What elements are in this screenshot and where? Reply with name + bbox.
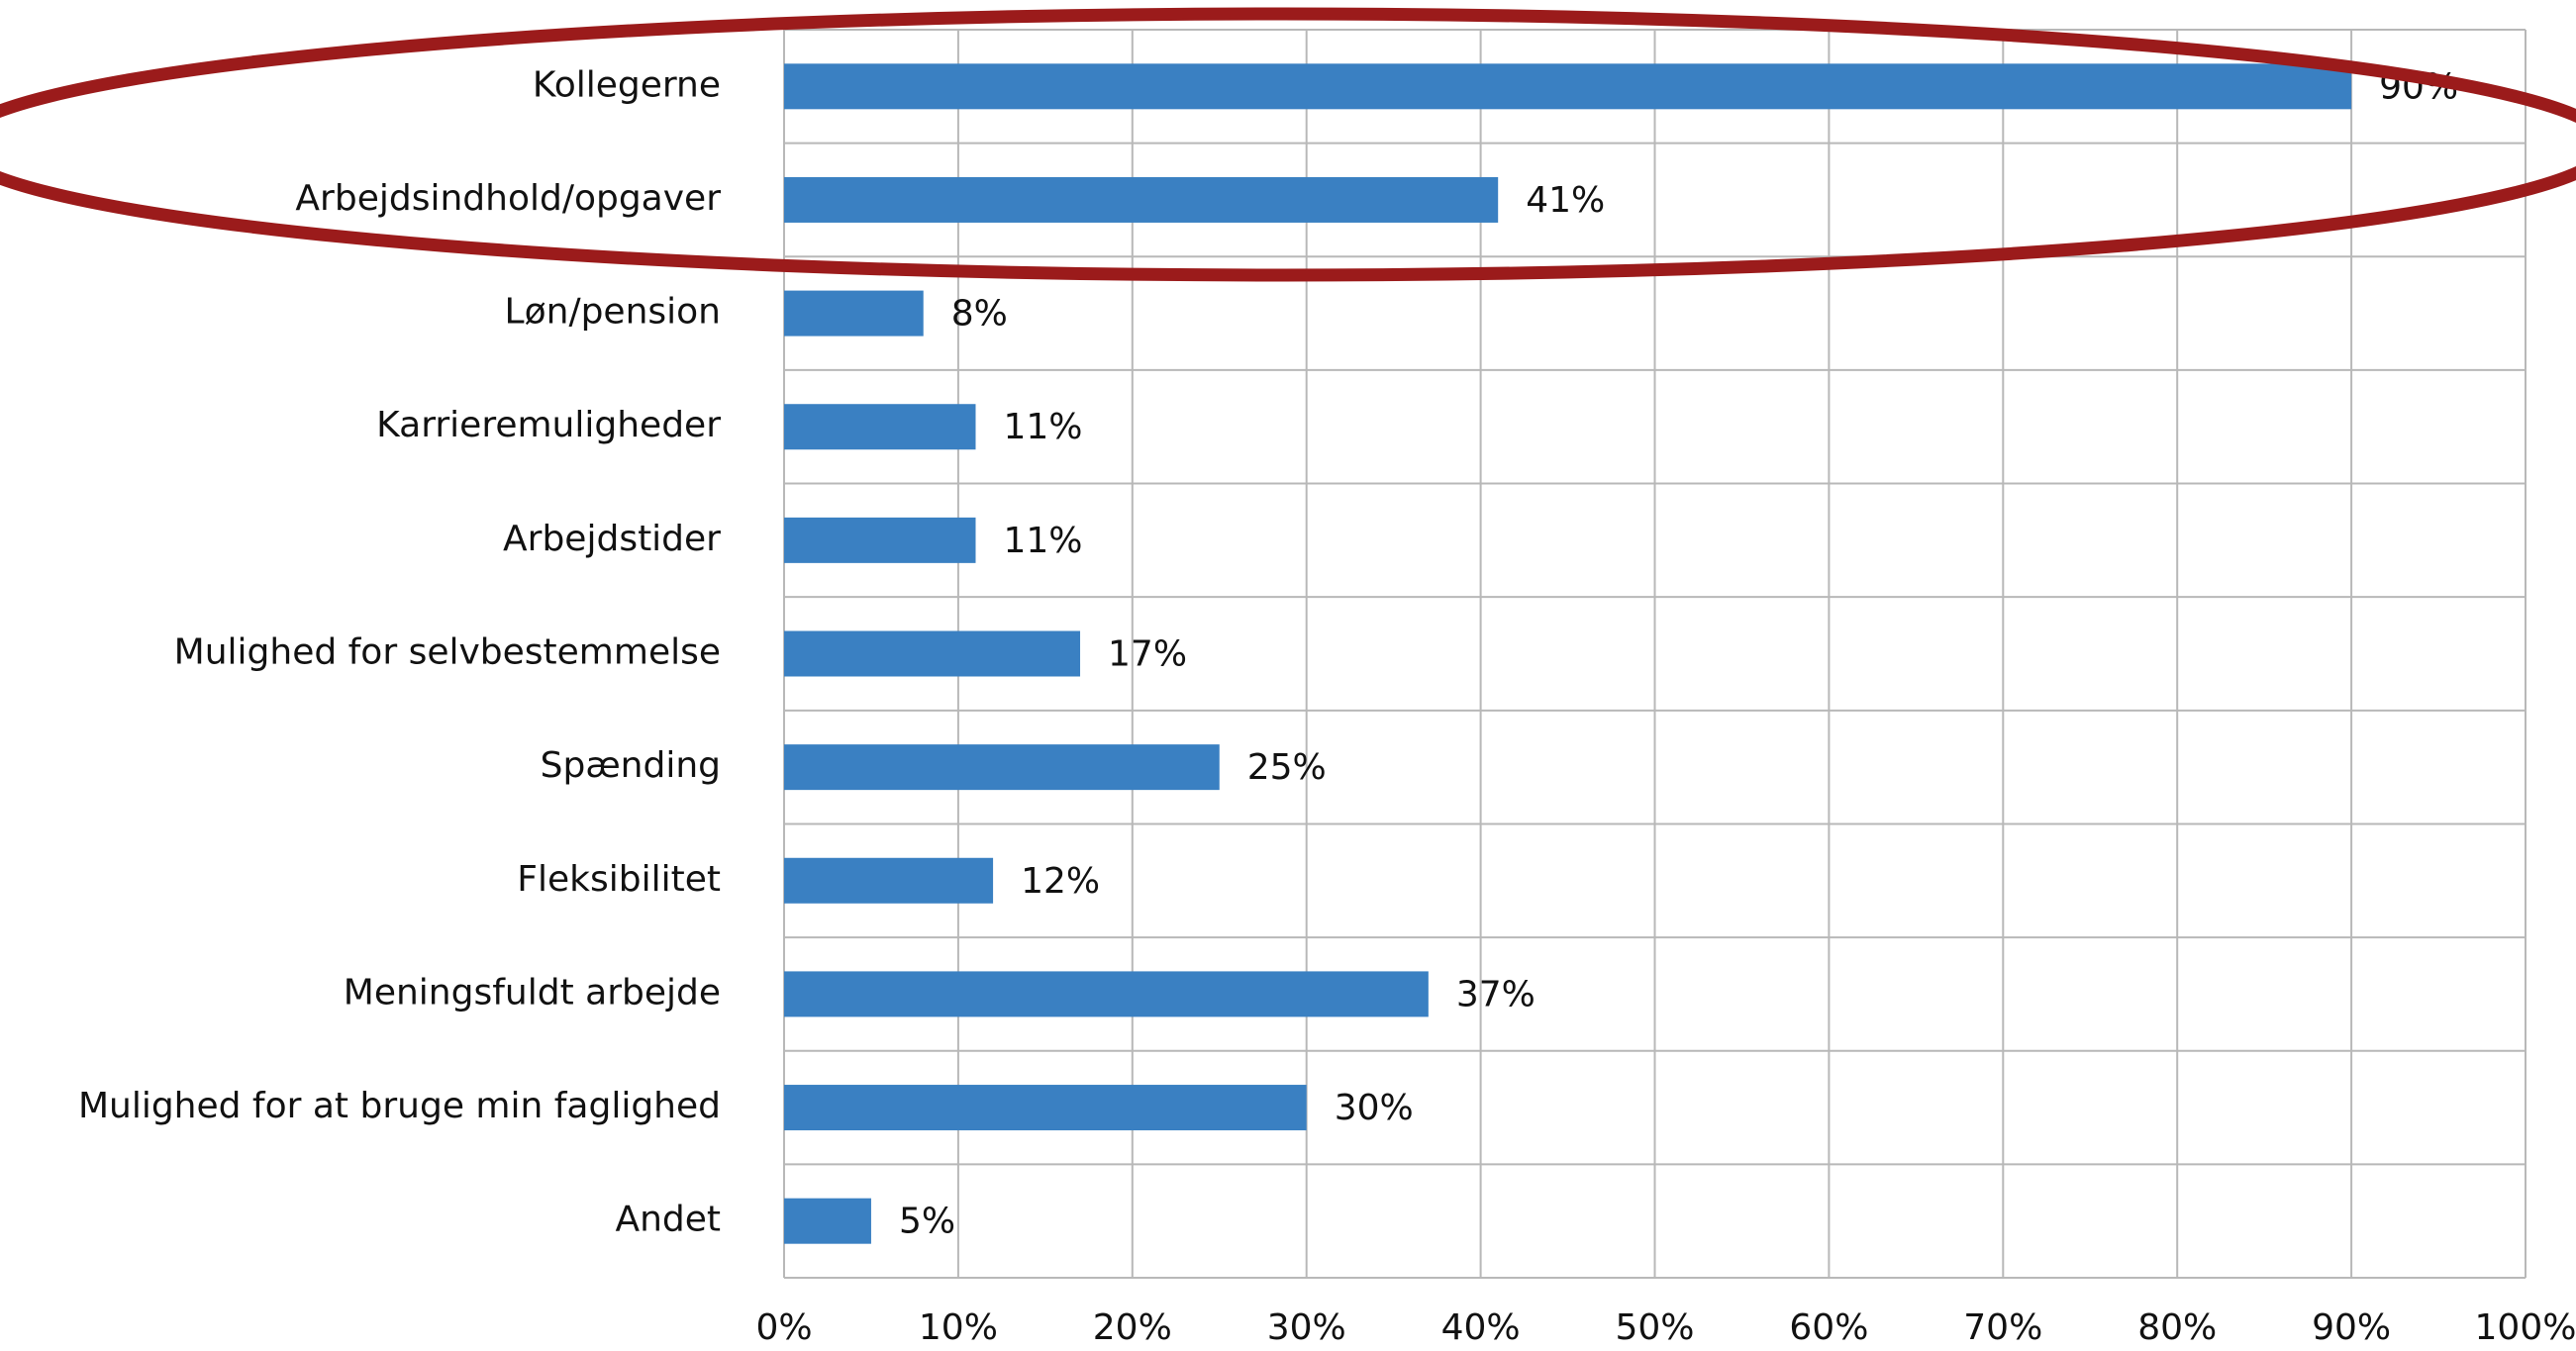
- x-tick-label: 80%: [2137, 1307, 2217, 1348]
- data-label: 11%: [1003, 521, 1082, 561]
- category-label: Arbejdsindhold/opgaver: [295, 178, 721, 219]
- bar: [784, 63, 2352, 110]
- category-label: Andet: [615, 1200, 721, 1240]
- x-tick-label: 40%: [1441, 1307, 1521, 1348]
- x-tick-label: 100%: [2475, 1307, 2576, 1348]
- x-tick-label: 60%: [1789, 1307, 1868, 1348]
- grid: [783, 29, 2526, 1279]
- bar: [784, 1085, 1307, 1131]
- plot: 90%41%8%11%11%17%25%12%37%30%5%: [784, 63, 2458, 1244]
- bar: [784, 404, 976, 450]
- category-label: Mulighed for selvbestemmelse: [174, 632, 721, 673]
- category-label: Mulighed for at bruge min faglighed: [78, 1086, 721, 1126]
- bar: [784, 971, 1429, 1017]
- x-tick-label: 50%: [1615, 1307, 1694, 1348]
- data-label: 25%: [1247, 747, 1327, 788]
- category-label: Kollegerne: [533, 64, 721, 105]
- bar: [784, 744, 1220, 791]
- x-tick-label: 20%: [1093, 1307, 1172, 1348]
- data-label: 12%: [1021, 861, 1100, 902]
- data-label: 8%: [951, 294, 1008, 335]
- category-label: Spænding: [541, 745, 721, 786]
- bar: [784, 1198, 871, 1244]
- x-tick-label: 90%: [2312, 1307, 2391, 1348]
- data-label: 5%: [899, 1202, 955, 1242]
- category-label: Fleksibilitet: [517, 859, 721, 900]
- category-label: Meningsfuldt arbejde: [344, 972, 721, 1013]
- x-tick-label: 0%: [755, 1307, 812, 1348]
- x-tick-label: 70%: [1963, 1307, 2042, 1348]
- category-label: Arbejdstider: [503, 519, 721, 559]
- data-label: 30%: [1335, 1088, 1414, 1128]
- bar: [784, 290, 924, 337]
- x-tick-label: 10%: [919, 1307, 998, 1348]
- category-label: Karrieremuligheder: [376, 405, 721, 445]
- bar: [784, 176, 1499, 223]
- data-label: 17%: [1108, 634, 1187, 675]
- category-label: Løn/pension: [505, 292, 721, 333]
- bar: [784, 630, 1081, 677]
- x-tick-label: 30%: [1267, 1307, 1346, 1348]
- data-label: 41%: [1526, 180, 1605, 221]
- data-label: 11%: [1003, 407, 1082, 447]
- data-label: 37%: [1456, 974, 1536, 1014]
- highlight-ellipse: [0, 7, 2576, 282]
- bar: [784, 517, 976, 563]
- bar: [784, 857, 994, 904]
